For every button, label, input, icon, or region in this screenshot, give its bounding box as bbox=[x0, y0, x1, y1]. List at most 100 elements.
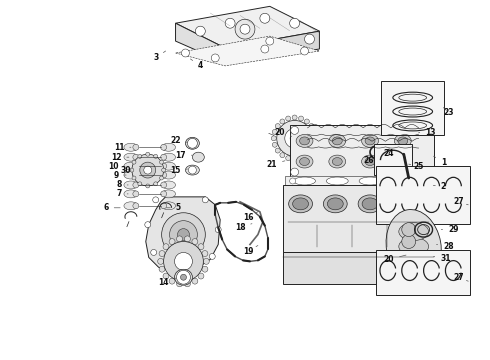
Text: 21: 21 bbox=[267, 159, 285, 168]
Polygon shape bbox=[175, 6, 319, 48]
Ellipse shape bbox=[386, 210, 441, 283]
Ellipse shape bbox=[329, 155, 346, 168]
Circle shape bbox=[402, 251, 416, 264]
Circle shape bbox=[304, 153, 309, 158]
Circle shape bbox=[133, 154, 139, 160]
Circle shape bbox=[158, 258, 164, 264]
Circle shape bbox=[240, 24, 250, 34]
Circle shape bbox=[169, 239, 175, 244]
Text: 10: 10 bbox=[108, 162, 124, 171]
Ellipse shape bbox=[393, 195, 416, 213]
Text: 1: 1 bbox=[434, 156, 446, 167]
Circle shape bbox=[408, 268, 419, 280]
Circle shape bbox=[177, 229, 190, 240]
Circle shape bbox=[305, 34, 315, 44]
Ellipse shape bbox=[299, 158, 310, 166]
Circle shape bbox=[176, 270, 191, 284]
Circle shape bbox=[161, 154, 167, 160]
Circle shape bbox=[161, 203, 167, 209]
Text: 20: 20 bbox=[274, 128, 292, 137]
Circle shape bbox=[261, 45, 269, 53]
Circle shape bbox=[312, 142, 317, 147]
Ellipse shape bbox=[162, 162, 175, 170]
Ellipse shape bbox=[365, 137, 375, 145]
Circle shape bbox=[133, 182, 139, 188]
Ellipse shape bbox=[289, 195, 313, 213]
Circle shape bbox=[161, 182, 167, 188]
Circle shape bbox=[189, 166, 196, 174]
Circle shape bbox=[285, 129, 304, 148]
Circle shape bbox=[153, 197, 159, 203]
Circle shape bbox=[402, 235, 416, 248]
Circle shape bbox=[309, 123, 314, 129]
Circle shape bbox=[161, 144, 167, 150]
Circle shape bbox=[309, 148, 314, 153]
Text: 28: 28 bbox=[437, 242, 454, 251]
Circle shape bbox=[198, 244, 204, 250]
Circle shape bbox=[176, 281, 182, 287]
Circle shape bbox=[202, 197, 208, 203]
Circle shape bbox=[162, 213, 205, 256]
Circle shape bbox=[203, 258, 209, 264]
Circle shape bbox=[133, 144, 139, 150]
Ellipse shape bbox=[332, 137, 342, 145]
Circle shape bbox=[209, 253, 215, 260]
Circle shape bbox=[313, 136, 318, 141]
Circle shape bbox=[180, 274, 187, 280]
Circle shape bbox=[140, 162, 156, 178]
Circle shape bbox=[425, 168, 433, 176]
Ellipse shape bbox=[294, 177, 316, 185]
Circle shape bbox=[132, 160, 136, 164]
Ellipse shape bbox=[323, 195, 347, 213]
Bar bbox=[381, 81, 444, 135]
Ellipse shape bbox=[193, 152, 204, 162]
Ellipse shape bbox=[124, 190, 138, 198]
Ellipse shape bbox=[362, 134, 378, 147]
Ellipse shape bbox=[162, 143, 175, 151]
Ellipse shape bbox=[326, 177, 348, 185]
Bar bbox=[290, 125, 434, 177]
Text: 27: 27 bbox=[453, 273, 468, 282]
Circle shape bbox=[300, 47, 309, 55]
Text: 25: 25 bbox=[409, 162, 424, 171]
Ellipse shape bbox=[394, 155, 411, 168]
Circle shape bbox=[184, 236, 191, 242]
Circle shape bbox=[161, 163, 167, 169]
Ellipse shape bbox=[124, 171, 138, 179]
Bar bbox=[283, 185, 434, 252]
Circle shape bbox=[146, 184, 150, 188]
Text: 22: 22 bbox=[171, 136, 188, 145]
Ellipse shape bbox=[293, 198, 309, 210]
Circle shape bbox=[280, 119, 285, 124]
Circle shape bbox=[170, 221, 197, 248]
Text: 11: 11 bbox=[114, 143, 131, 152]
Ellipse shape bbox=[398, 158, 408, 166]
Circle shape bbox=[304, 119, 309, 124]
Ellipse shape bbox=[162, 153, 175, 161]
Circle shape bbox=[163, 244, 169, 250]
Ellipse shape bbox=[397, 198, 413, 210]
Ellipse shape bbox=[398, 137, 408, 145]
Text: 31: 31 bbox=[434, 254, 451, 263]
Circle shape bbox=[277, 121, 313, 156]
Ellipse shape bbox=[185, 137, 199, 149]
Ellipse shape bbox=[124, 162, 138, 170]
Circle shape bbox=[160, 160, 164, 164]
Ellipse shape bbox=[296, 155, 313, 168]
Circle shape bbox=[225, 18, 235, 28]
Circle shape bbox=[298, 116, 303, 121]
Text: 2: 2 bbox=[433, 183, 446, 192]
Text: 4: 4 bbox=[191, 59, 203, 71]
Circle shape bbox=[161, 191, 167, 197]
Polygon shape bbox=[175, 36, 319, 66]
Circle shape bbox=[402, 223, 416, 237]
Circle shape bbox=[196, 26, 205, 36]
Circle shape bbox=[138, 182, 142, 186]
Text: 23: 23 bbox=[443, 108, 454, 117]
Circle shape bbox=[133, 191, 139, 197]
Circle shape bbox=[162, 168, 166, 172]
Ellipse shape bbox=[394, 134, 411, 147]
Circle shape bbox=[184, 281, 191, 287]
Ellipse shape bbox=[399, 223, 429, 240]
Circle shape bbox=[291, 126, 298, 134]
